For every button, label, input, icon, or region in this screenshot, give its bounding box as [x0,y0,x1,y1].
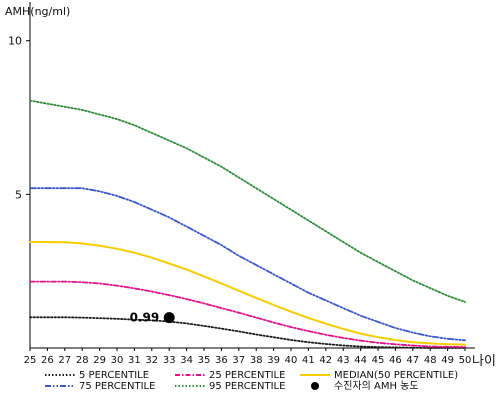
legend-label: MEDIAN(50 PERCENTILE) [334,370,458,381]
amh-marker-point [163,312,175,324]
legend-label: 75 PERCENTILE [79,381,155,392]
legend-label: 5 PERCENTILE [79,370,149,381]
legend-label: 95 PERCENTILE [209,381,285,392]
y-axis-title: AMH(ng/ml) [5,5,70,18]
y-tick-label: 10 [8,35,22,48]
x-tick-label: 40 [285,355,298,366]
x-tick-label: 47 [406,355,419,366]
x-tick-label: 27 [58,355,71,366]
x-tick-label: 30 [111,355,124,366]
x-tick-label: 43 [337,355,350,366]
x-tick-label: 28 [76,355,89,366]
x-tick-label: 42 [319,355,332,366]
x-ticks: 25 26 27 28 29 30 31 32 33 34 35 36 37 38 39 40 41 42 43 44… [24,348,472,366]
y-ticks: 5 10 [8,35,30,201]
x-tick-label: 37 [232,355,245,366]
legend-label: 25 PERCENTILE [209,370,285,381]
x-tick-label: 35 [198,355,211,366]
series-line-95-percentile [29,99,466,303]
series-line-5-percentile [29,316,466,349]
legend-marker-swatch [311,382,319,390]
series-line-median-50-percentile- [29,241,466,346]
legend-label: 수진자의 AMH 농도 [334,380,419,392]
series-line-75-percentile [29,187,466,342]
series-line-25-percentile [29,280,466,349]
x-tick-label: 41 [302,355,315,366]
x-tick-label: 31 [128,355,141,366]
x-tick-label: 39 [267,355,280,366]
x-tick-label: 48 [424,355,437,366]
x-tick-label: 33 [163,355,176,366]
x-tick-label: 46 [389,355,402,366]
x-tick-label: 44 [354,355,367,366]
legend: 5 PERCENTILE 25 PERCENTILE MEDIAN(50 PERCE… [45,370,458,392]
series-layer [29,99,466,349]
x-axis-title: 나이 [472,354,496,369]
x-tick-label: 29 [93,355,106,366]
y-tick-label: 5 [15,188,22,201]
x-tick-label: 38 [250,355,263,366]
x-tick-label: 36 [215,355,228,366]
x-tick-label: 45 [372,355,385,366]
x-tick-label: 34 [180,355,193,366]
x-tick-label: 25 [24,355,37,366]
x-tick-label: 32 [145,355,158,366]
marker-layer: 0.99 [130,311,175,325]
amh-marker-label: 0.99 [130,311,160,325]
x-tick-label: 49 [441,355,454,366]
x-tick-label: 26 [41,355,54,366]
x-tick-label: 50 [459,355,472,366]
